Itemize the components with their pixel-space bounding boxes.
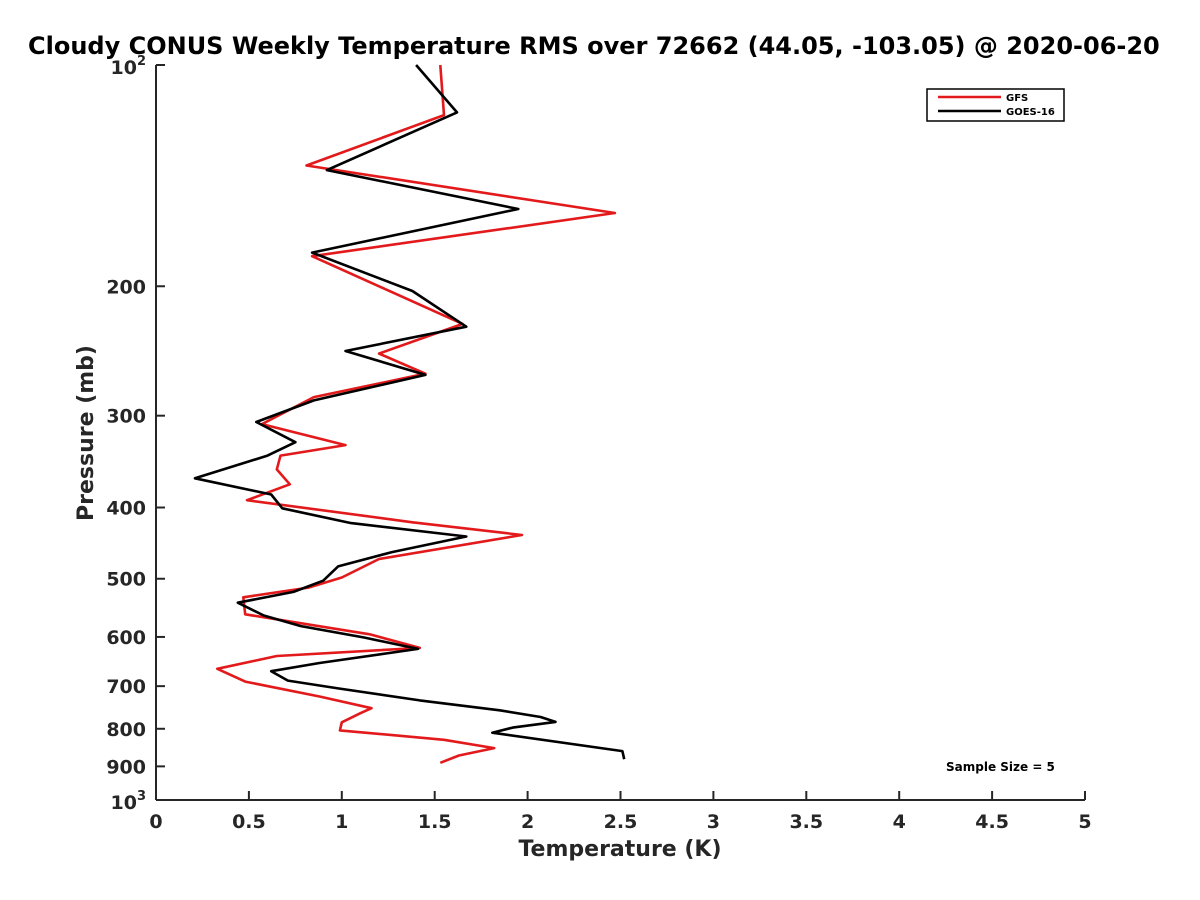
x-tick-label: 1.5: [418, 811, 452, 833]
x-tick-label: 3: [707, 811, 720, 833]
x-tick-label: 4.5: [975, 811, 1009, 833]
y-tick-label: 102: [111, 54, 147, 79]
y-tick-label: 700: [106, 676, 146, 698]
legend-box: [926, 88, 1065, 122]
x-tick-label: 3.5: [789, 811, 823, 833]
legend-label-goes-16: GOES-16: [1006, 107, 1055, 118]
x-tick-label: 5: [1078, 811, 1091, 833]
x-tick-label: 2.5: [604, 811, 638, 833]
y-tick-label: 500: [106, 569, 146, 591]
y-ticks: 102 200 300 400 500 600 700 800 900 103: [106, 54, 165, 814]
x-tick-label: 1: [335, 811, 348, 833]
y-axis-label: Pressure (mb): [74, 345, 99, 521]
y-tick-label: 103: [111, 789, 147, 814]
x-ticks: 0 0.5 1 1.5 2 2.5 3 3.5 4 4.5 5: [149, 791, 1092, 833]
chart-title: Cloudy CONUS Weekly Temperature RMS over…: [28, 32, 1160, 60]
x-tick-label: 0: [149, 811, 162, 833]
y-tick-label: 200: [106, 276, 146, 298]
y-tick-label: 600: [106, 627, 146, 649]
y-tick-label: 800: [106, 719, 146, 741]
x-tick-label: 0.5: [232, 811, 266, 833]
y-tick-label: 400: [106, 498, 146, 520]
x-tick-label: 4: [893, 811, 906, 833]
series-line-goes-16: [193, 64, 626, 760]
x-axis-label: Temperature (K): [518, 837, 721, 862]
series-layer: [193, 64, 626, 765]
legend: GFS GOES-16: [926, 88, 1065, 122]
y-tick-label: 300: [106, 406, 146, 428]
legend-label-gfs: GFS: [1006, 93, 1028, 104]
y-tick-label: 900: [106, 756, 146, 778]
sample-size-annotation: Sample Size = 5: [946, 760, 1055, 774]
x-tick-label: 2: [521, 811, 534, 833]
